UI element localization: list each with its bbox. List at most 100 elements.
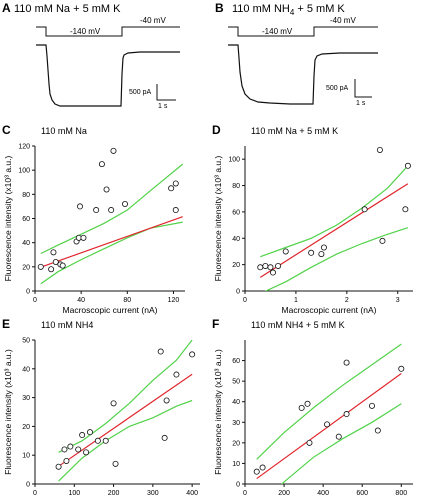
y-tick-label-e: 40: [22, 366, 30, 373]
y-tick-label-c: 40: [22, 240, 30, 247]
data-point-c: [172, 180, 179, 187]
panel-letter-e: E: [2, 317, 10, 331]
current-trace-b: [228, 44, 378, 105]
panel-letter-f: F: [212, 317, 219, 331]
x-tick-label-c: 80: [123, 297, 131, 304]
y-tick-label-e: 0: [26, 482, 30, 489]
regression-line-c: [40, 216, 183, 268]
panel-letter-a: A: [2, 1, 11, 15]
data-point-e: [55, 463, 62, 470]
data-point-f: [304, 400, 311, 407]
data-point-d: [267, 264, 274, 271]
data-point-d: [402, 206, 409, 213]
data-point-e: [75, 446, 82, 453]
panel-letter-c: C: [2, 123, 11, 137]
data-point-e: [163, 397, 170, 404]
data-point-d: [282, 248, 289, 255]
fit-lines-f: [256, 343, 402, 484]
confidence-lower-e: [58, 399, 193, 482]
data-point-c: [108, 207, 115, 214]
y-tick-label-e: 20: [22, 424, 30, 431]
data-point-d: [269, 269, 276, 276]
panel-b-title-subscript: 4: [290, 8, 295, 17]
panel-a-title: 110 mM Na + 5 mM K: [14, 3, 121, 15]
regression-line-e: [58, 373, 193, 467]
fit-lines-e: [58, 340, 193, 482]
y-tick-label-f: 60: [232, 358, 240, 365]
x-axis-label-d: Macroscopic current (nA): [282, 305, 377, 315]
y-tick-label-c: 20: [22, 264, 30, 271]
y-tick-label-f: 0: [236, 482, 240, 489]
voltage-protocol-b: [228, 26, 378, 37]
y-tick-label-e: 10: [22, 453, 30, 460]
scale-bar-b: [354, 79, 372, 98]
time-scale-a: 1 s: [158, 103, 168, 110]
x-tick-label-e: 400: [186, 490, 198, 497]
data-point-c: [93, 207, 100, 214]
y-tick-label-d: 20: [232, 262, 240, 269]
y-tick-label-c: 60: [22, 216, 30, 223]
data-point-d: [262, 262, 269, 269]
chart-f: F 110 mM NH4 + 5 mM K 0 200 400 600 800 0 10 20 30…: [212, 317, 413, 500]
y-axis-label-f: Fluorescence intensity (x10³ a.u.): [213, 349, 223, 475]
data-point-e: [173, 371, 180, 378]
panel-b-title: 110 mM NH4 + 5 mM K: [232, 3, 345, 17]
data-point-d: [361, 206, 368, 213]
data-point-d: [379, 237, 386, 244]
x-axis-label-e: Macroscopic current (pA): [70, 498, 165, 500]
data-point-d: [318, 251, 325, 258]
step-label-b: -140 mV: [262, 27, 293, 36]
chart-title-c: 110 mM Na: [41, 126, 87, 136]
y-tick-label-d: 0: [236, 289, 240, 296]
x-tick-label-f: 0: [243, 490, 247, 497]
chart-e: E 110 mM NH4 0 100 200 300 400 0 10 20 30 40 50 Macro…: [2, 317, 200, 500]
y-tick-label-d: 60: [232, 209, 240, 216]
data-point-f: [368, 402, 375, 409]
y-tick-label-c: 0: [26, 289, 30, 296]
y-tick-label-f: 20: [232, 440, 240, 447]
x-tick-label-c: 40: [77, 297, 85, 304]
y-tick-label-c: 80: [22, 192, 30, 199]
data-point-c: [59, 262, 66, 269]
current-scale-b: 500 pA: [326, 85, 349, 92]
current-scale-a: 500 pA: [129, 89, 152, 96]
fit-lines-c: [40, 163, 184, 285]
data-point-e: [94, 437, 101, 444]
chart-title-f: 110 mM NH4 + 5 mM K: [251, 320, 345, 330]
x-tick-label-e: 200: [108, 490, 120, 497]
data-point-c: [168, 185, 175, 192]
confidence-upper-d: [260, 165, 409, 258]
data-point-d: [308, 249, 315, 256]
x-tick-label-f: 800: [395, 490, 407, 497]
data-point-d: [376, 146, 383, 153]
fit-lines-d: [259, 165, 409, 291]
chart-title-e: 110 mM NH4: [41, 320, 93, 330]
x-tick-label-c: 120: [168, 297, 180, 304]
panel-letter-b: B: [215, 1, 224, 15]
data-point-f: [253, 468, 260, 475]
confidence-lower-d: [264, 227, 409, 291]
data-point-c: [103, 186, 110, 193]
data-point-e: [79, 432, 86, 439]
confidence-upper-e: [58, 340, 193, 453]
x-tick-label-d: 1: [294, 297, 298, 304]
data-point-c: [172, 207, 179, 214]
chart-title-d: 110 mM Na + 5 mM K: [251, 126, 338, 136]
data-point-d: [275, 262, 282, 269]
confidence-lower-f: [281, 403, 402, 484]
confidence-lower-c: [40, 221, 183, 285]
x-tick-label-e: 300: [147, 490, 159, 497]
data-point-c: [48, 266, 55, 273]
data-point-e: [61, 446, 68, 453]
data-point-e: [110, 400, 117, 407]
x-tick-label-e: 0: [33, 490, 37, 497]
y-tick-label-c: 120: [18, 144, 30, 151]
current-traces: A 110 mM Na + 5 mM K B 110 mM NH4 + 5 mM…: [2, 1, 378, 110]
data-point-c: [80, 234, 87, 241]
confidence-upper-f: [256, 343, 402, 460]
x-axis-label-c: Macroscopic current (nA): [63, 305, 158, 315]
data-point-f: [398, 365, 405, 372]
data-point-e: [157, 348, 164, 355]
data-point-c: [77, 203, 84, 210]
